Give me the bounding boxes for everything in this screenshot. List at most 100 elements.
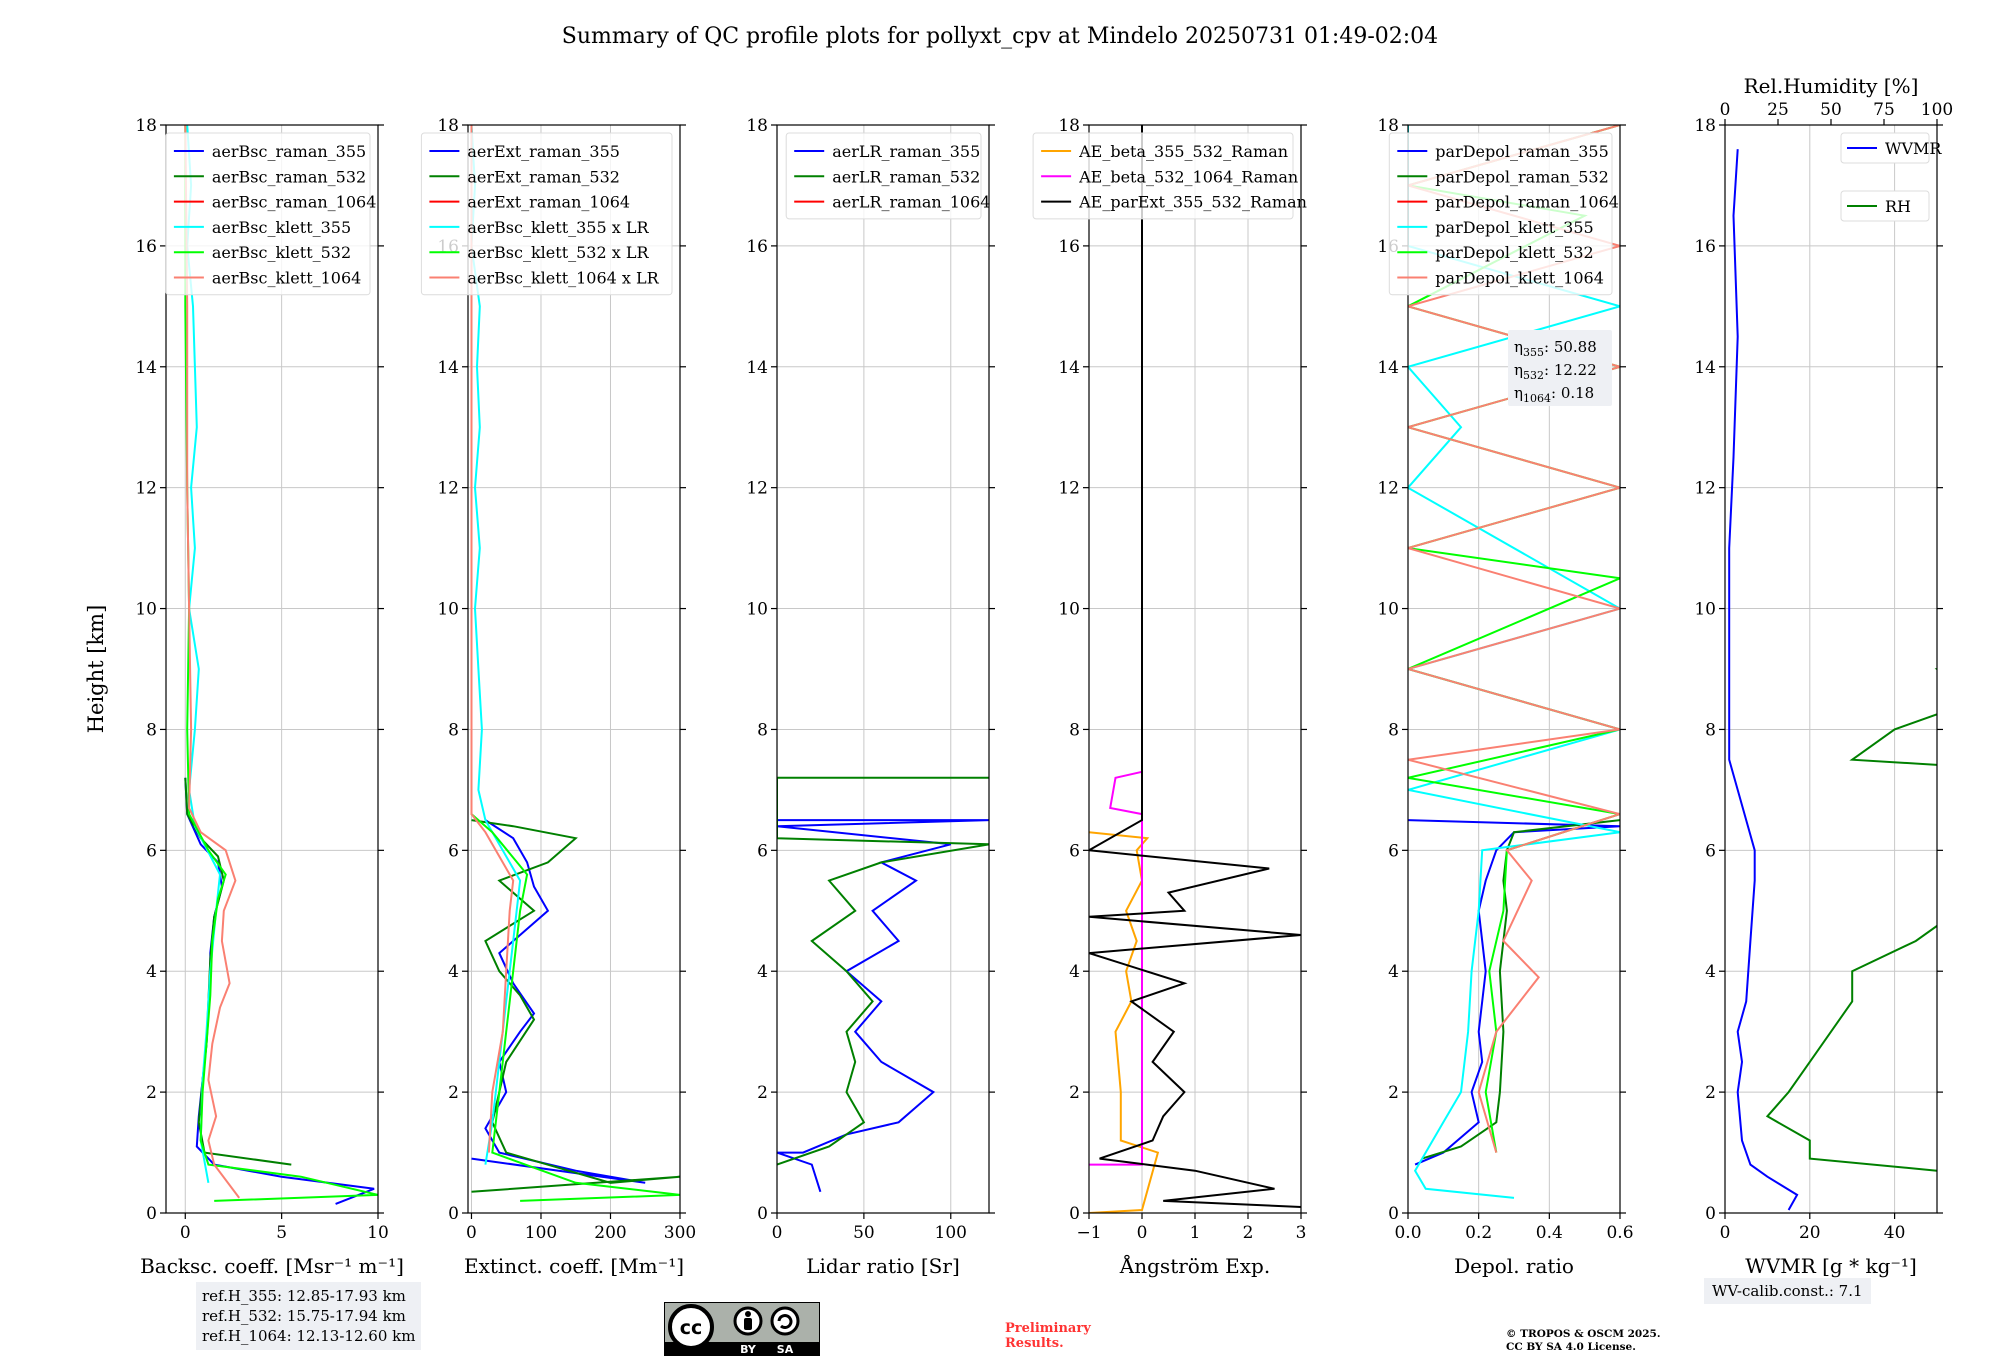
- y-tick-label: 18: [746, 116, 768, 136]
- axes-frame: [1724, 124, 1938, 1214]
- legend-box: [420, 132, 673, 296]
- y-tick-label: 8: [1069, 720, 1080, 740]
- sa-label: SA: [777, 1343, 794, 1356]
- legend-label: aerBsc_klett_355: [212, 218, 351, 237]
- y-tick-label: 2: [1388, 1083, 1399, 1103]
- legend-label: aerExt_raman_532: [467, 167, 620, 186]
- y-tick-label: 12: [437, 479, 459, 499]
- series-line-parDepol_raman_355: [1408, 819, 1620, 1166]
- y-tick-label: 6: [757, 841, 768, 861]
- x-axis-label: Backsc. coeff. [Msr⁻¹ m⁻¹]: [140, 1254, 404, 1278]
- axes-frame: [467, 124, 681, 1214]
- y-axis-label: Height [km]: [84, 605, 108, 734]
- ref-height-532: ref.H_532: 15.75-17.94 km: [202, 1307, 406, 1325]
- legend-label: aerBsc_raman_1064: [212, 193, 377, 212]
- y-tick-label: 10: [1058, 600, 1080, 620]
- series-line-aerBsc_klett_1064 x LR: [470, 125, 515, 1153]
- eta-annotation-532: η532: 12.22: [1514, 361, 1597, 382]
- wv-calibration-constant: WV-calib.const.: 7.1: [1704, 1278, 1871, 1304]
- x-tick-label: 40: [1884, 1223, 1906, 1243]
- y-tick-label: 12: [746, 479, 768, 499]
- legend-label: AE_beta_532_1064_Raman: [1078, 167, 1298, 186]
- legend-label: parDepol_klett_1064: [1435, 269, 1604, 288]
- y-tick-label: 0: [1069, 1204, 1080, 1224]
- series-line-aerBsc_klett_1064: [184, 125, 240, 1199]
- x-tick-label: 0: [1720, 1223, 1731, 1243]
- x-tick-label: 0.0: [1394, 1223, 1421, 1243]
- y-tick-label: 10: [437, 600, 459, 620]
- legend-label: aerBsc_klett_355 x LR: [467, 218, 649, 237]
- y-tick-label: 0: [1388, 1204, 1399, 1224]
- y-tick-label: 4: [448, 962, 459, 982]
- legend-label: aerLR_raman_1064: [832, 193, 990, 212]
- y-tick-label: 8: [1388, 720, 1399, 740]
- y-tick-label: 12: [1377, 479, 1399, 499]
- copyright-notice: © TROPOS & OSCM 2025. CC BY SA 4.0 Licen…: [1506, 1328, 1661, 1354]
- series-line-aerBsc_klett_532 x LR: [470, 125, 680, 1202]
- eta-annotation-1064: η1064: 0.18: [1514, 384, 1594, 405]
- panel-extinction: 0246810121416180100200300Extinct. coeff.…: [420, 116, 696, 1278]
- x2-tick-label: 100: [1921, 100, 1953, 120]
- legend-label: AE_beta_355_532_Raman: [1078, 142, 1288, 161]
- x-tick-label: 0: [180, 1223, 191, 1243]
- legend-label: aerBsc_klett_532: [212, 243, 351, 262]
- x-tick-label: 3: [1296, 1223, 1307, 1243]
- x-tick-label: 5: [276, 1223, 287, 1243]
- x-axis-label: Extinct. coeff. [Mm⁻¹]: [464, 1254, 684, 1278]
- preliminary-results-note: Preliminary Results.: [1005, 1321, 1091, 1351]
- y-tick-label: 4: [146, 962, 157, 982]
- y-tick-label: 10: [1694, 600, 1716, 620]
- axes-frame: [776, 124, 990, 1214]
- y-tick-label: 4: [1388, 962, 1399, 982]
- y-tick-label: 14: [135, 358, 157, 378]
- y-tick-label: 12: [1058, 479, 1080, 499]
- eta-annotation-box: [1508, 330, 1612, 406]
- series-line-AE_beta_532_1064_Raman: [1089, 770, 1143, 1166]
- y-tick-label: 14: [746, 358, 768, 378]
- reference-heights-box: ref.H_355: 12.85-17.93 km ref.H_532: 15.…: [196, 1282, 422, 1350]
- preliminary-line-2: Results.: [1005, 1336, 1064, 1351]
- legend-label: aerBsc_raman_532: [212, 167, 366, 186]
- series-line-RH: [1765, 667, 1937, 1172]
- cc-by-sa-license-icon: cc BY SA: [664, 1302, 820, 1356]
- x-axis-label: WVMR [g * kg⁻¹]: [1745, 1254, 1917, 1278]
- x2-tick-label: 75: [1873, 100, 1895, 120]
- y-tick-label: 8: [448, 720, 459, 740]
- y-tick-label: 16: [1694, 237, 1716, 257]
- legend-label: WVMR: [1885, 139, 1942, 158]
- series-line-parDepol_klett_532: [1408, 125, 1620, 1153]
- legend-label: aerExt_raman_1064: [467, 193, 630, 212]
- ref-height-355: ref.H_355: 12.85-17.93 km: [202, 1287, 406, 1305]
- series-line-aerBsc_klett_355: [186, 125, 222, 1183]
- legend-label: parDepol_raman_355: [1435, 142, 1608, 161]
- y-tick-label: 12: [135, 479, 157, 499]
- y-tick-label: 14: [1694, 358, 1716, 378]
- x-tick-label: 0.6: [1606, 1223, 1633, 1243]
- axes-frame: [165, 124, 379, 1214]
- axes-frame: [1407, 124, 1621, 1214]
- x-tick-label: 20: [1799, 1223, 1821, 1243]
- x-axis-label: Lidar ratio [Sr]: [806, 1254, 960, 1278]
- x-tick-label: 100: [525, 1223, 557, 1243]
- legend-label: aerBsc_klett_532 x LR: [467, 243, 649, 262]
- y-tick-label: 6: [146, 841, 157, 861]
- legend-box: [785, 132, 982, 220]
- y-tick-label: 10: [135, 600, 157, 620]
- y-tick-label: 2: [757, 1083, 768, 1103]
- x-tick-label: 300: [664, 1223, 696, 1243]
- legend-label: parDepol_klett_532: [1435, 243, 1593, 262]
- x-tick-label: −1: [1076, 1223, 1101, 1243]
- legend-label: aerBsc_klett_1064 x LR: [467, 269, 659, 288]
- cc-text: cc: [680, 1317, 703, 1339]
- legend-label: AE_parExt_355_532_Raman: [1078, 193, 1307, 212]
- legend-box: [1840, 132, 1930, 164]
- y-tick-label: 18: [1694, 116, 1716, 136]
- eta-annotation-355: η355: 50.88: [1514, 338, 1597, 359]
- preliminary-line-1: Preliminary: [1005, 1321, 1091, 1336]
- y-tick-label: 6: [1388, 841, 1399, 861]
- x-tick-label: 0.4: [1536, 1223, 1563, 1243]
- legend-label: parDepol_klett_355: [1435, 218, 1593, 237]
